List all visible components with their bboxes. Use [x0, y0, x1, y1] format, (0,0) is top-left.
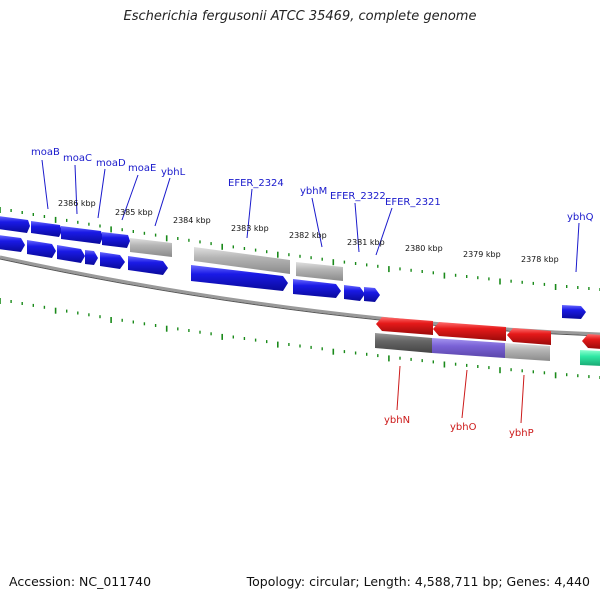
- position-labels: 2386 kbp 2385 kbp 2384 kbp 2383 kbp 2382…: [58, 199, 559, 264]
- gene-label-ybhL[interactable]: ybhL: [161, 167, 186, 178]
- gene-label-moaD[interactable]: moaD: [96, 158, 126, 169]
- gene-label-ybhP[interactable]: ybhP: [509, 428, 534, 439]
- feature-moaB-top[interactable]: [0, 216, 30, 233]
- feature-ybhO-red[interactable]: [433, 322, 506, 341]
- feature-ybhL-2[interactable]: [128, 256, 168, 275]
- feature-gray-top-2[interactable]: [194, 247, 290, 274]
- feature-green-edge[interactable]: [580, 350, 600, 366]
- feature-gray-top-3[interactable]: [296, 262, 343, 281]
- feature-ybhN-red[interactable]: [376, 317, 433, 335]
- position-label: 2385 kbp: [115, 208, 153, 217]
- gene-label-EFER_2322[interactable]: EFER_2322: [330, 191, 386, 202]
- gene-label-ybhN[interactable]: ybhN: [384, 415, 410, 426]
- feature-moaB[interactable]: [0, 235, 25, 252]
- feature-EFER_2324[interactable]: [191, 265, 288, 291]
- forward-label-leaders: [41, 159, 580, 273]
- reverse-gene-labels: ybhN ybhO ybhP: [384, 415, 534, 439]
- feature-gray-top-1[interactable]: [130, 238, 172, 257]
- feature-ybhP[interactable]: [505, 343, 550, 361]
- feature-moaC[interactable]: [27, 240, 56, 258]
- forward-gene-labels: moaB moaC moaD moaE ybhL EFER_2324 ybhM …: [31, 147, 594, 223]
- position-label: 2379 kbp: [463, 250, 501, 259]
- feature-ybhP-red[interactable]: [507, 328, 551, 345]
- accession-text: Accession: NC_011740: [9, 574, 152, 589]
- feature-ybhO[interactable]: [432, 338, 505, 358]
- inner-tick-ring: [0, 298, 600, 379]
- feature-moaD-top[interactable]: [61, 226, 103, 244]
- gene-label-moaE[interactable]: moaE: [128, 163, 156, 174]
- feature-ybhQ[interactable]: [562, 305, 586, 319]
- gene-label-EFER_2324[interactable]: EFER_2324: [228, 178, 284, 189]
- outer-tick-ring: [0, 207, 600, 291]
- reverse-label-leaders: [396, 365, 525, 424]
- gene-label-EFER_2321[interactable]: EFER_2321: [385, 197, 441, 208]
- feature-moaE[interactable]: [85, 250, 98, 265]
- gene-label-moaB[interactable]: moaB: [31, 147, 60, 158]
- position-label: 2380 kbp: [405, 244, 443, 253]
- position-label: 2381 kbp: [347, 238, 385, 247]
- gene-label-ybhO[interactable]: ybhO: [450, 422, 477, 433]
- feature-moaD[interactable]: [57, 245, 85, 263]
- map-title: Escherichia fergusonii ATCC 35469, compl…: [123, 9, 477, 24]
- position-label: 2384 kbp: [173, 216, 211, 225]
- feature-EFER_2322[interactable]: [344, 285, 365, 301]
- position-label: 2382 kbp: [289, 231, 327, 240]
- topology-text: Topology: circular; Length: 4,588,711 bp…: [246, 574, 590, 589]
- position-label: 2386 kbp: [58, 199, 96, 208]
- feature-moaC-top[interactable]: [31, 221, 62, 237]
- position-label: 2383 kbp: [231, 224, 269, 233]
- feature-moaE-top[interactable]: [102, 232, 130, 248]
- gene-label-ybhM[interactable]: ybhM: [300, 186, 327, 197]
- feature-ybhL-1[interactable]: [100, 252, 125, 269]
- feature-red-edge[interactable]: [582, 334, 600, 349]
- gene-label-moaC[interactable]: moaC: [63, 153, 92, 164]
- feature-ybhN[interactable]: [375, 333, 432, 353]
- gene-label-ybhQ[interactable]: ybhQ: [567, 212, 594, 223]
- feature-ybhM[interactable]: [293, 279, 341, 298]
- feature-EFER_2321[interactable]: [364, 287, 380, 302]
- position-label: 2378 kbp: [521, 255, 559, 264]
